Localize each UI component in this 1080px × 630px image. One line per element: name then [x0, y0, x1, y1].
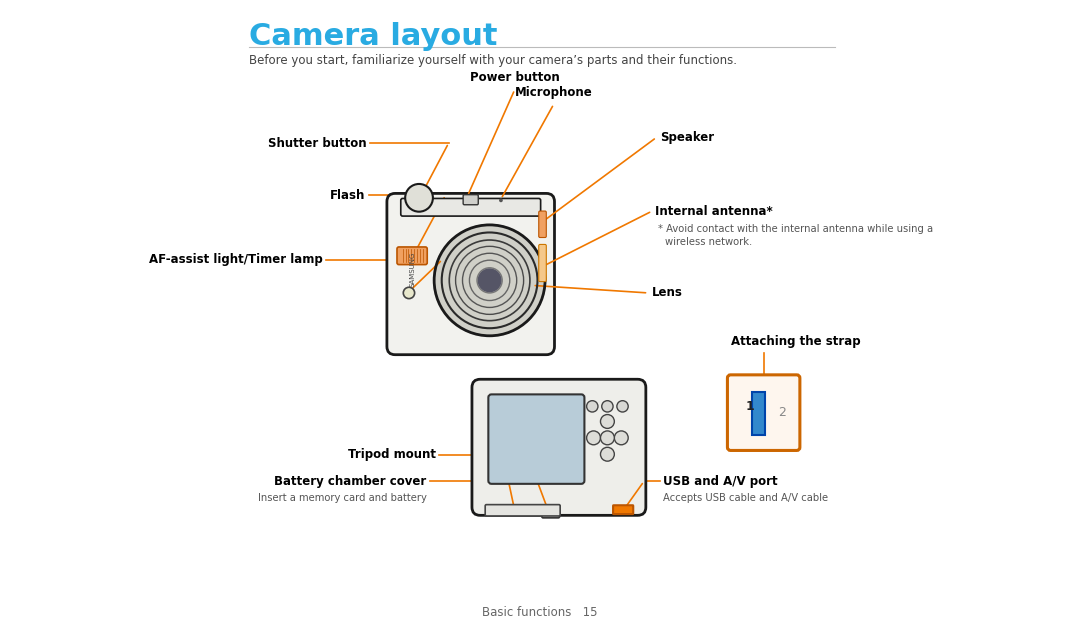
FancyBboxPatch shape — [539, 211, 546, 238]
FancyBboxPatch shape — [485, 505, 561, 516]
Circle shape — [499, 198, 503, 202]
FancyBboxPatch shape — [463, 195, 478, 205]
Polygon shape — [753, 392, 765, 435]
Text: wireless network.: wireless network. — [665, 237, 752, 247]
FancyBboxPatch shape — [387, 193, 554, 355]
FancyBboxPatch shape — [728, 375, 800, 450]
Text: Before you start, familiarize yourself with your camera’s parts and their functi: Before you start, familiarize yourself w… — [248, 54, 737, 67]
Text: * Avoid contact with the internal antenna while using a: * Avoid contact with the internal antenn… — [659, 224, 933, 234]
Circle shape — [410, 190, 428, 206]
Text: USB and A/V port: USB and A/V port — [663, 475, 778, 488]
Text: Tripod mount: Tripod mount — [348, 449, 436, 461]
Text: 1: 1 — [745, 400, 754, 413]
FancyBboxPatch shape — [472, 379, 646, 515]
Text: Internal antenna*: Internal antenna* — [656, 205, 773, 217]
Circle shape — [602, 401, 613, 412]
Circle shape — [477, 268, 501, 292]
Circle shape — [433, 224, 546, 337]
Text: Accepts USB cable and A/V cable: Accepts USB cable and A/V cable — [663, 493, 828, 503]
FancyBboxPatch shape — [401, 198, 541, 216]
Circle shape — [416, 195, 422, 201]
FancyBboxPatch shape — [539, 244, 546, 282]
Circle shape — [403, 287, 415, 299]
Text: Lens: Lens — [651, 287, 683, 299]
Text: Insert a memory card and battery: Insert a memory card and battery — [258, 493, 427, 503]
Text: Battery chamber cover: Battery chamber cover — [274, 475, 427, 488]
Circle shape — [600, 415, 615, 428]
Text: Attaching the strap: Attaching the strap — [730, 335, 860, 348]
Text: Basic functions   15: Basic functions 15 — [483, 606, 597, 619]
FancyBboxPatch shape — [488, 394, 584, 484]
Text: 2: 2 — [779, 406, 786, 419]
Circle shape — [600, 447, 615, 461]
Text: Power button: Power button — [470, 71, 559, 84]
Text: Shutter button: Shutter button — [268, 137, 367, 149]
Circle shape — [405, 184, 433, 212]
Text: Microphone: Microphone — [515, 86, 593, 99]
Text: Speaker: Speaker — [660, 131, 714, 144]
FancyBboxPatch shape — [613, 505, 633, 514]
FancyBboxPatch shape — [397, 247, 428, 265]
Text: SAMSUNG: SAMSUNG — [409, 251, 416, 287]
FancyBboxPatch shape — [542, 505, 559, 518]
Circle shape — [586, 431, 600, 445]
Text: Flash: Flash — [329, 189, 365, 202]
Circle shape — [617, 401, 629, 412]
Text: AF-assist light/Timer lamp: AF-assist light/Timer lamp — [149, 253, 323, 266]
Text: Camera layout: Camera layout — [248, 22, 498, 51]
Circle shape — [600, 431, 615, 445]
Circle shape — [615, 431, 629, 445]
Circle shape — [586, 401, 598, 412]
